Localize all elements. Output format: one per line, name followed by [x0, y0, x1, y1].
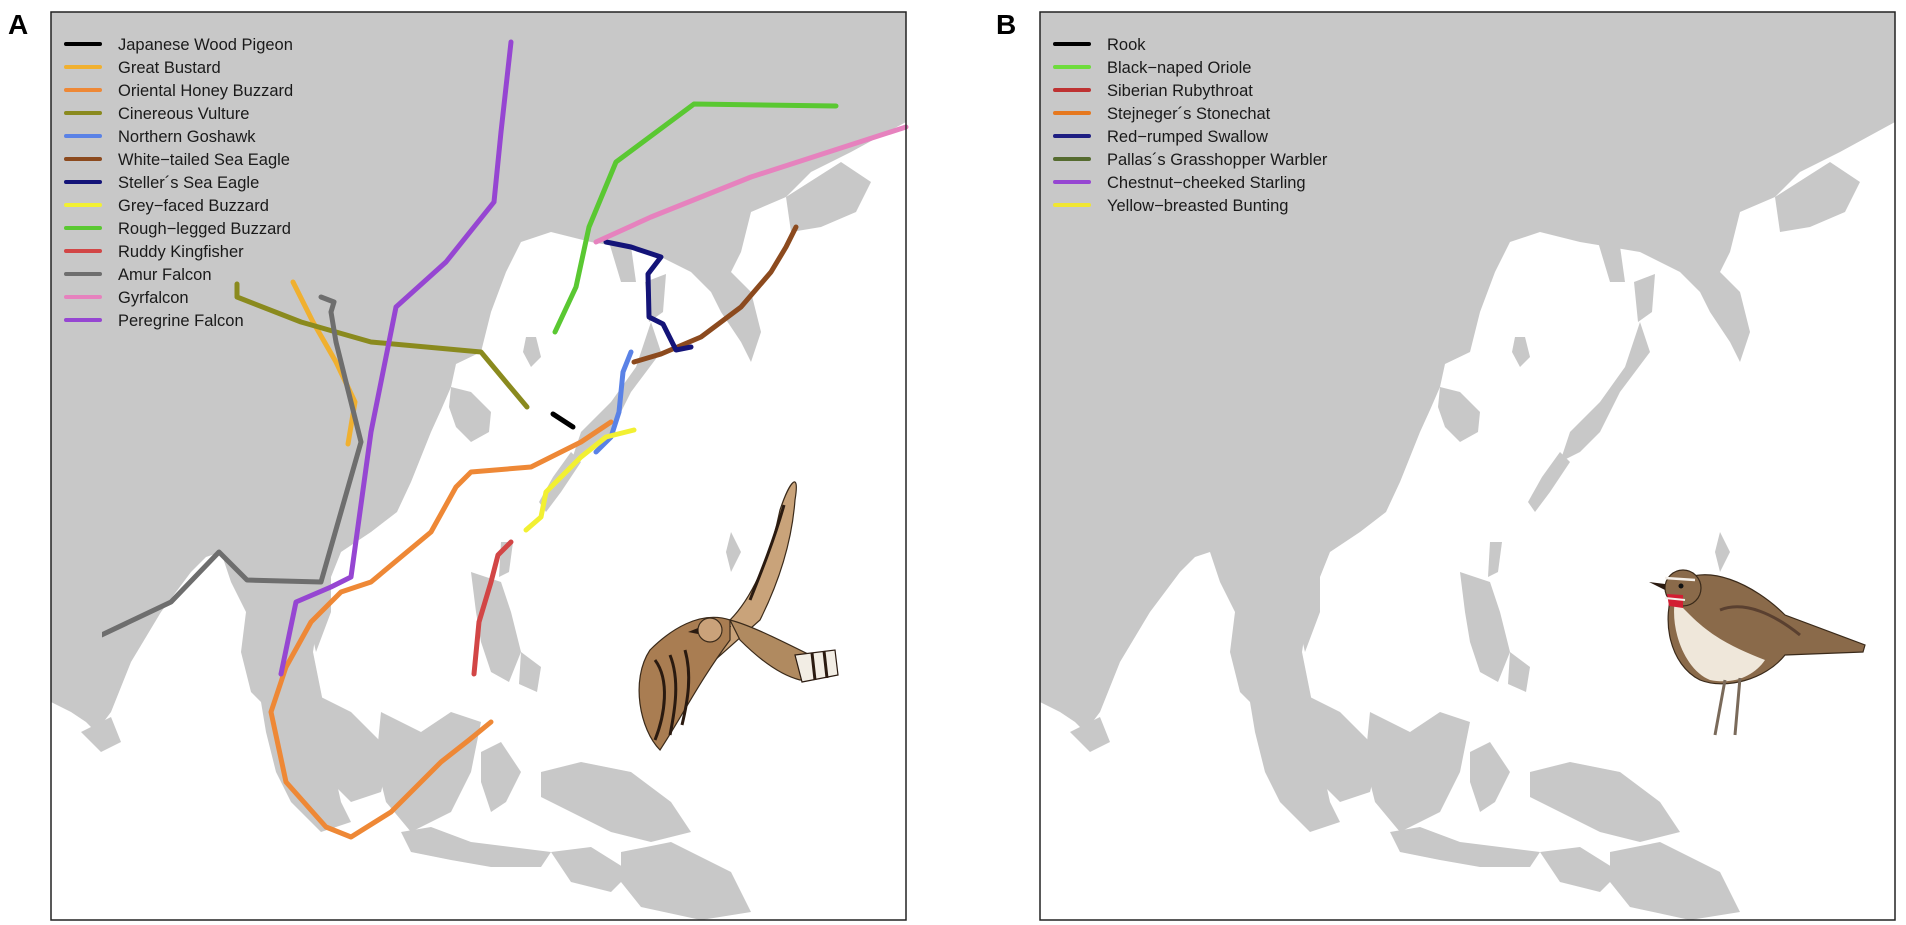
route-cinereous-vulture [234, 281, 530, 410]
panel-letter-a: A [8, 9, 28, 40]
legend-item: Siberian Rubythroat [1053, 82, 1253, 100]
legend-b: Rook Black−naped Oriole Siberian Rubythr… [1053, 36, 1328, 215]
routes-a [102, 39, 909, 840]
map-land-b [1040, 12, 1895, 920]
legend-item: Yellow−breasted Bunting [1053, 197, 1288, 215]
panel-a: A Japanese Wood Pigeon Great Bustard Ori… [8, 9, 909, 921]
panel-b: B Rook Black−naped Oriole Siberian Rubyt… [996, 9, 1896, 921]
legend-label: White−tailed Sea Eagle [118, 151, 290, 169]
legend-label: Rough−legged Buzzard [118, 220, 291, 238]
legend-item: Stejneger´s Stonechat [1053, 105, 1271, 123]
legend-label: Amur Falcon [118, 266, 212, 284]
route-amur-falcon [102, 294, 364, 638]
legend-label: Gyrfalcon [118, 289, 189, 307]
legend-item: Chestnut−cheeked Starling [1053, 174, 1306, 192]
map-frame-a [50, 11, 907, 921]
legend-label: Siberian Rubythroat [1107, 82, 1253, 100]
legend-label: Yellow−breasted Bunting [1107, 197, 1288, 215]
route-oriental-honey-buzzard [268, 419, 614, 840]
legend-item: White−tailed Sea Eagle [64, 151, 290, 169]
legend-item: Steller´s Sea Eagle [64, 174, 259, 192]
route-grey-faced-buzzard [523, 427, 637, 533]
legend-label: Rook [1107, 36, 1146, 54]
legend-item: Grey−faced Buzzard [64, 197, 269, 215]
route-rough-legged-buzzard [552, 101, 839, 335]
route-peregrine-falcon [278, 39, 514, 677]
panel-letter-b: B [996, 9, 1016, 40]
map-land-a [51, 12, 906, 920]
route-northern-goshawk [593, 349, 634, 455]
route-gyrfalcon [593, 124, 909, 245]
legend-item: Peregrine Falcon [64, 312, 244, 330]
legend-item: Oriental Honey Buzzard [64, 82, 293, 100]
legend-item: Rook [1053, 36, 1146, 54]
legend-label: Stejneger´s Stonechat [1107, 105, 1271, 123]
legend-label: Black−naped Oriole [1107, 59, 1251, 77]
legend-item: Amur Falcon [64, 266, 212, 284]
legend-label: Ruddy Kingfisher [118, 243, 244, 261]
legend-item: Gyrfalcon [64, 289, 189, 307]
legend-label: Steller´s Sea Eagle [118, 174, 259, 192]
legend-item: Japanese Wood Pigeon [64, 36, 293, 54]
legend-label: Oriental Honey Buzzard [118, 82, 293, 100]
route-stellers-sea-eagle [603, 239, 694, 353]
legend-label: Red−rumped Swallow [1107, 128, 1268, 146]
legend-item: Ruddy Kingfisher [64, 243, 244, 261]
oriental-honey-buzzard-illustration [638, 481, 839, 751]
legend-label: Grey−faced Buzzard [118, 197, 269, 215]
legend-item: Great Bustard [64, 59, 221, 77]
legend-label: Pallas´s Grasshopper Warbler [1107, 151, 1328, 169]
legend-item: Cinereous Vulture [64, 105, 249, 123]
legend-label: Cinereous Vulture [118, 105, 249, 123]
legend-item: Red−rumped Swallow [1053, 128, 1268, 146]
legend-item: Northern Goshawk [64, 128, 256, 146]
route-ruddy-kingfisher [471, 539, 514, 677]
route-japanese-wood-pigeon [550, 411, 576, 430]
map-frame-b [1039, 11, 1896, 921]
legend-item: Black−naped Oriole [1053, 59, 1251, 77]
legend-item: Rough−legged Buzzard [64, 220, 291, 238]
route-white-tailed-sea-eagle [631, 224, 799, 365]
legend-a: Japanese Wood Pigeon Great Bustard Orien… [64, 36, 293, 330]
legend-label: Peregrine Falcon [118, 312, 244, 330]
siberian-rubythroat-illustration [1649, 569, 1866, 736]
legend-label: Great Bustard [118, 59, 221, 77]
legend-label: Japanese Wood Pigeon [118, 36, 293, 54]
legend-item: Pallas´s Grasshopper Warbler [1053, 151, 1328, 169]
legend-label: Chestnut−cheeked Starling [1107, 174, 1306, 192]
legend-label: Northern Goshawk [118, 128, 256, 146]
